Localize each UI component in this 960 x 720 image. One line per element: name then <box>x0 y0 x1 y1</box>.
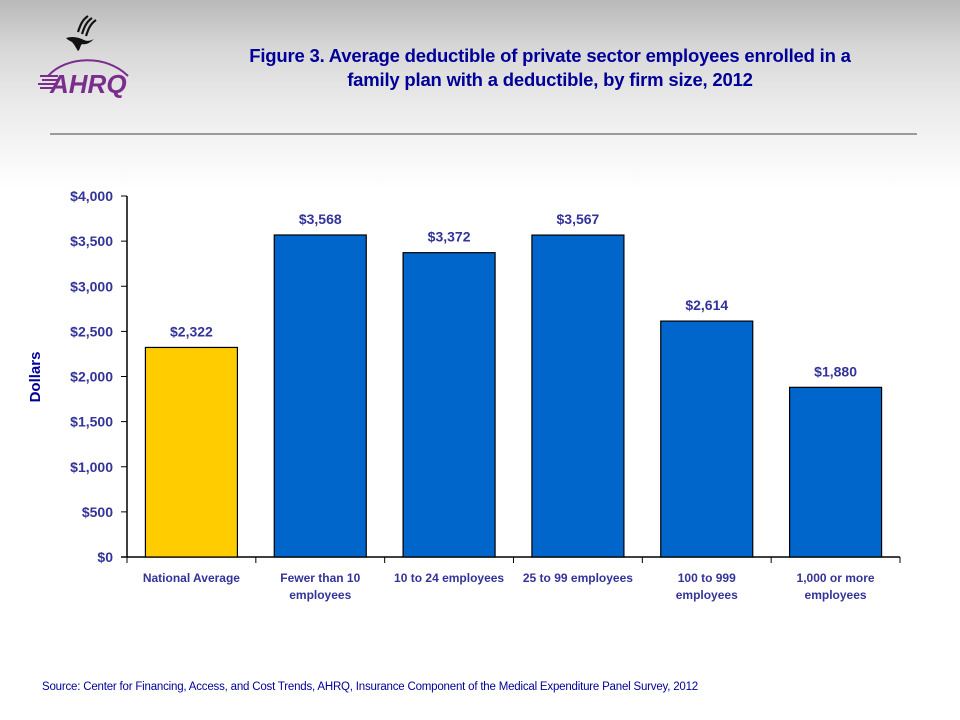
bar <box>788 386 883 558</box>
x-tick-label: National Average <box>143 571 240 585</box>
y-tick-label: $2,000 <box>70 369 113 385</box>
plot-area: $0 $500 $1,000 $1,500 $2,000 $2,500 $3,000 $3,5… <box>27 188 901 602</box>
data-label: $2,322 <box>170 323 213 339</box>
title-line-2: family plan with a deductible, by firm s… <box>347 69 753 90</box>
ahrq-logo: AHRQ <box>36 10 146 100</box>
data-label: $3,372 <box>428 229 471 245</box>
y-tick-label: $500 <box>82 504 113 520</box>
title-line-1: Figure 3. Average deductible of private … <box>249 45 851 66</box>
x-tick-label: 25 to 99 employees <box>523 571 633 585</box>
y-tick-label: $3,000 <box>70 278 113 294</box>
source-note: Source: Center for Financing, Access, an… <box>42 681 699 693</box>
logo-text: AHRQ <box>49 69 127 99</box>
x-tick-label: 1,000 or more <box>797 571 875 585</box>
data-label: $1,880 <box>814 363 857 379</box>
y-tick-label: $3,500 <box>70 233 113 249</box>
y-tick-label: $2,500 <box>70 323 113 339</box>
bar <box>402 252 496 558</box>
x-tick-label: 100 to 999 <box>678 571 736 585</box>
data-label: $3,568 <box>299 211 342 227</box>
bar <box>273 234 367 558</box>
y-tick-label: $4,000 <box>70 188 113 204</box>
bar <box>660 320 754 558</box>
x-tick-label: employees <box>676 588 738 602</box>
x-tick-label: Fewer than 10 <box>280 571 360 585</box>
y-axis-title: Dollars <box>27 352 44 403</box>
chart-title: Figure 3. Average deductible of private … <box>190 44 910 92</box>
data-label: $2,614 <box>685 297 728 313</box>
y-tick-label: $1,000 <box>70 459 113 475</box>
bar-highlight <box>144 346 239 558</box>
x-tick-label: employees <box>805 588 867 602</box>
header-divider <box>50 133 917 135</box>
data-label: $3,567 <box>557 211 600 227</box>
y-tick-label: $0 <box>97 549 113 565</box>
x-tick-label: 10 to 24 employees <box>394 571 504 585</box>
x-tick-label: employees <box>289 588 351 602</box>
y-tick-label: $1,500 <box>70 414 113 430</box>
bar <box>531 234 625 558</box>
hhs-eagle-icon: AHRQ <box>38 15 129 99</box>
